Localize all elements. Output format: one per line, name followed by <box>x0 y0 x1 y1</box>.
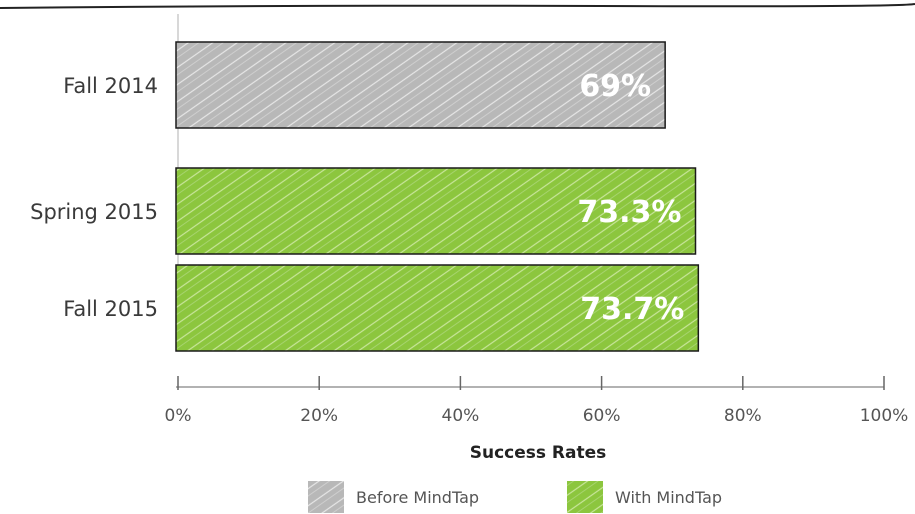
legend-label-with-mindtap: With MindTap <box>615 488 722 507</box>
category-label-fall-2014: Fall 2014 <box>63 74 158 98</box>
legend: Before MindTap With MindTap <box>308 481 722 513</box>
x-tick-label-60: 60% <box>583 406 621 426</box>
bar-spring-2015 <box>175 167 697 255</box>
data-label-spring-2015: 73.3% <box>577 195 681 230</box>
data-label-fall-2014: 69% <box>579 69 651 104</box>
data-labels: 69% 73.3% 73.7% <box>577 69 684 327</box>
legend-swatch-before-mindtap <box>308 481 344 513</box>
legend-label-before-mindtap: Before MindTap <box>356 488 479 507</box>
x-axis-title: Success Rates <box>470 443 607 463</box>
top-border-line <box>0 3 915 9</box>
category-label-fall-2015: Fall 2015 <box>63 297 158 321</box>
data-label-fall-2015: 73.7% <box>580 292 684 327</box>
bar-fall-2015 <box>175 264 700 352</box>
x-tick-label-100: 100% <box>860 406 909 426</box>
x-tick-label-40: 40% <box>442 406 480 426</box>
bars <box>175 41 700 352</box>
category-labels: Fall 2014 Spring 2015 Fall 2015 <box>30 74 158 321</box>
x-axis-ticks <box>177 376 885 390</box>
x-tick-label-20: 20% <box>300 406 338 426</box>
x-axis-tick-labels: 0% 20% 40% 60% 80% 100% <box>165 406 909 426</box>
x-tick-label-0: 0% <box>165 406 192 426</box>
x-tick-label-80: 80% <box>724 406 762 426</box>
bar-fall-2014 <box>175 41 666 129</box>
legend-swatch-with-mindtap <box>567 481 603 513</box>
category-label-spring-2015: Spring 2015 <box>30 200 158 224</box>
